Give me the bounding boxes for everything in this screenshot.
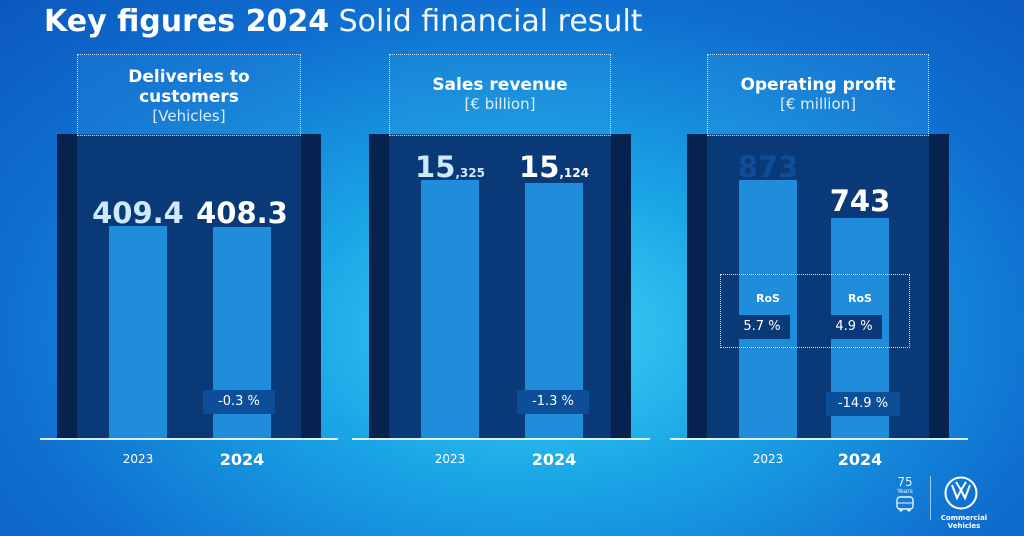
baseline <box>352 438 650 440</box>
chart-heading: Operating profit [€ million] <box>707 54 929 136</box>
value-main: 873 <box>737 150 799 184</box>
chart-title: Operating profit <box>740 75 896 95</box>
panel-background <box>57 134 321 438</box>
title-light: Solid financial result <box>338 4 643 39</box>
chart-title: Deliveries to customers <box>128 67 250 107</box>
van-icon <box>896 496 914 512</box>
value-main: 409.4 <box>92 196 184 230</box>
chart-unit: [€ billion] <box>464 95 536 113</box>
value-main: 408.3 <box>196 196 288 230</box>
chart-heading: Deliveries to customers [Vehicles] <box>77 54 301 136</box>
panel-edge-right <box>929 134 949 438</box>
value-fraction: ,124 <box>559 166 589 180</box>
year-label-2023: 2023 <box>122 452 154 466</box>
chart-unit: [Vehicles] <box>152 107 226 125</box>
logo-separator <box>930 476 931 520</box>
change-badge: -1.3 % <box>517 390 589 414</box>
bar-2023 <box>421 180 479 438</box>
baseline <box>670 438 968 440</box>
value-fraction: ,325 <box>455 166 485 180</box>
page-title: Key figures 2024 Solid financial result <box>44 4 643 39</box>
title-bold: Key figures 2024 <box>44 4 330 39</box>
ros-value-2024: 4.9 % <box>826 315 882 339</box>
value-main: 15 <box>519 150 560 184</box>
panel-edge-right <box>611 134 631 438</box>
chart-heading: Sales revenue [€ billion] <box>389 54 611 136</box>
year-label-2023: 2023 <box>752 452 784 466</box>
panel-edge-left <box>57 134 77 438</box>
brand-text: Commercial Vehicles <box>934 514 994 530</box>
anniversary-logo: 75 Years <box>894 476 916 515</box>
anniversary-label: Years <box>897 488 913 495</box>
year-label-2023: 2023 <box>434 452 466 466</box>
chart-unit: [€ million] <box>780 95 856 113</box>
value-label-2023: 409.4 <box>88 196 188 230</box>
change-badge: -14.9 % <box>826 392 900 416</box>
bar-2023 <box>109 226 167 438</box>
panel-background <box>687 134 949 438</box>
value-label-2024: 743 <box>810 184 910 218</box>
chart-title: Sales revenue <box>432 75 568 95</box>
value-label-2024: 408.3 <box>192 196 292 230</box>
ros-label-2023: RoS <box>756 292 780 305</box>
value-label-2023: 15,325 <box>400 150 500 184</box>
panel-edge-left <box>687 134 707 438</box>
panel-edge-left <box>369 134 389 438</box>
ros-value-2023: 5.7 % <box>734 315 790 339</box>
bar-2023 <box>739 180 797 438</box>
panel-edge-right <box>301 134 321 438</box>
brand-line-2: Vehicles <box>947 522 981 530</box>
brand-line-1: Commercial <box>940 514 988 522</box>
panel-background <box>369 134 631 438</box>
value-label-2023: 873 <box>718 150 818 184</box>
baseline <box>40 438 338 440</box>
value-label-2024: 15,124 <box>504 150 604 184</box>
year-label-2024: 2024 <box>531 450 577 469</box>
anniversary-number: 75 <box>897 475 913 489</box>
change-badge: -0.3 % <box>203 390 275 414</box>
vw-logo-icon <box>944 476 978 510</box>
value-main: 743 <box>829 184 891 218</box>
ros-label-2024: RoS <box>848 292 872 305</box>
ros-box <box>720 274 910 348</box>
year-label-2024: 2024 <box>837 450 883 469</box>
year-label-2024: 2024 <box>219 450 265 469</box>
value-main: 15 <box>415 150 456 184</box>
